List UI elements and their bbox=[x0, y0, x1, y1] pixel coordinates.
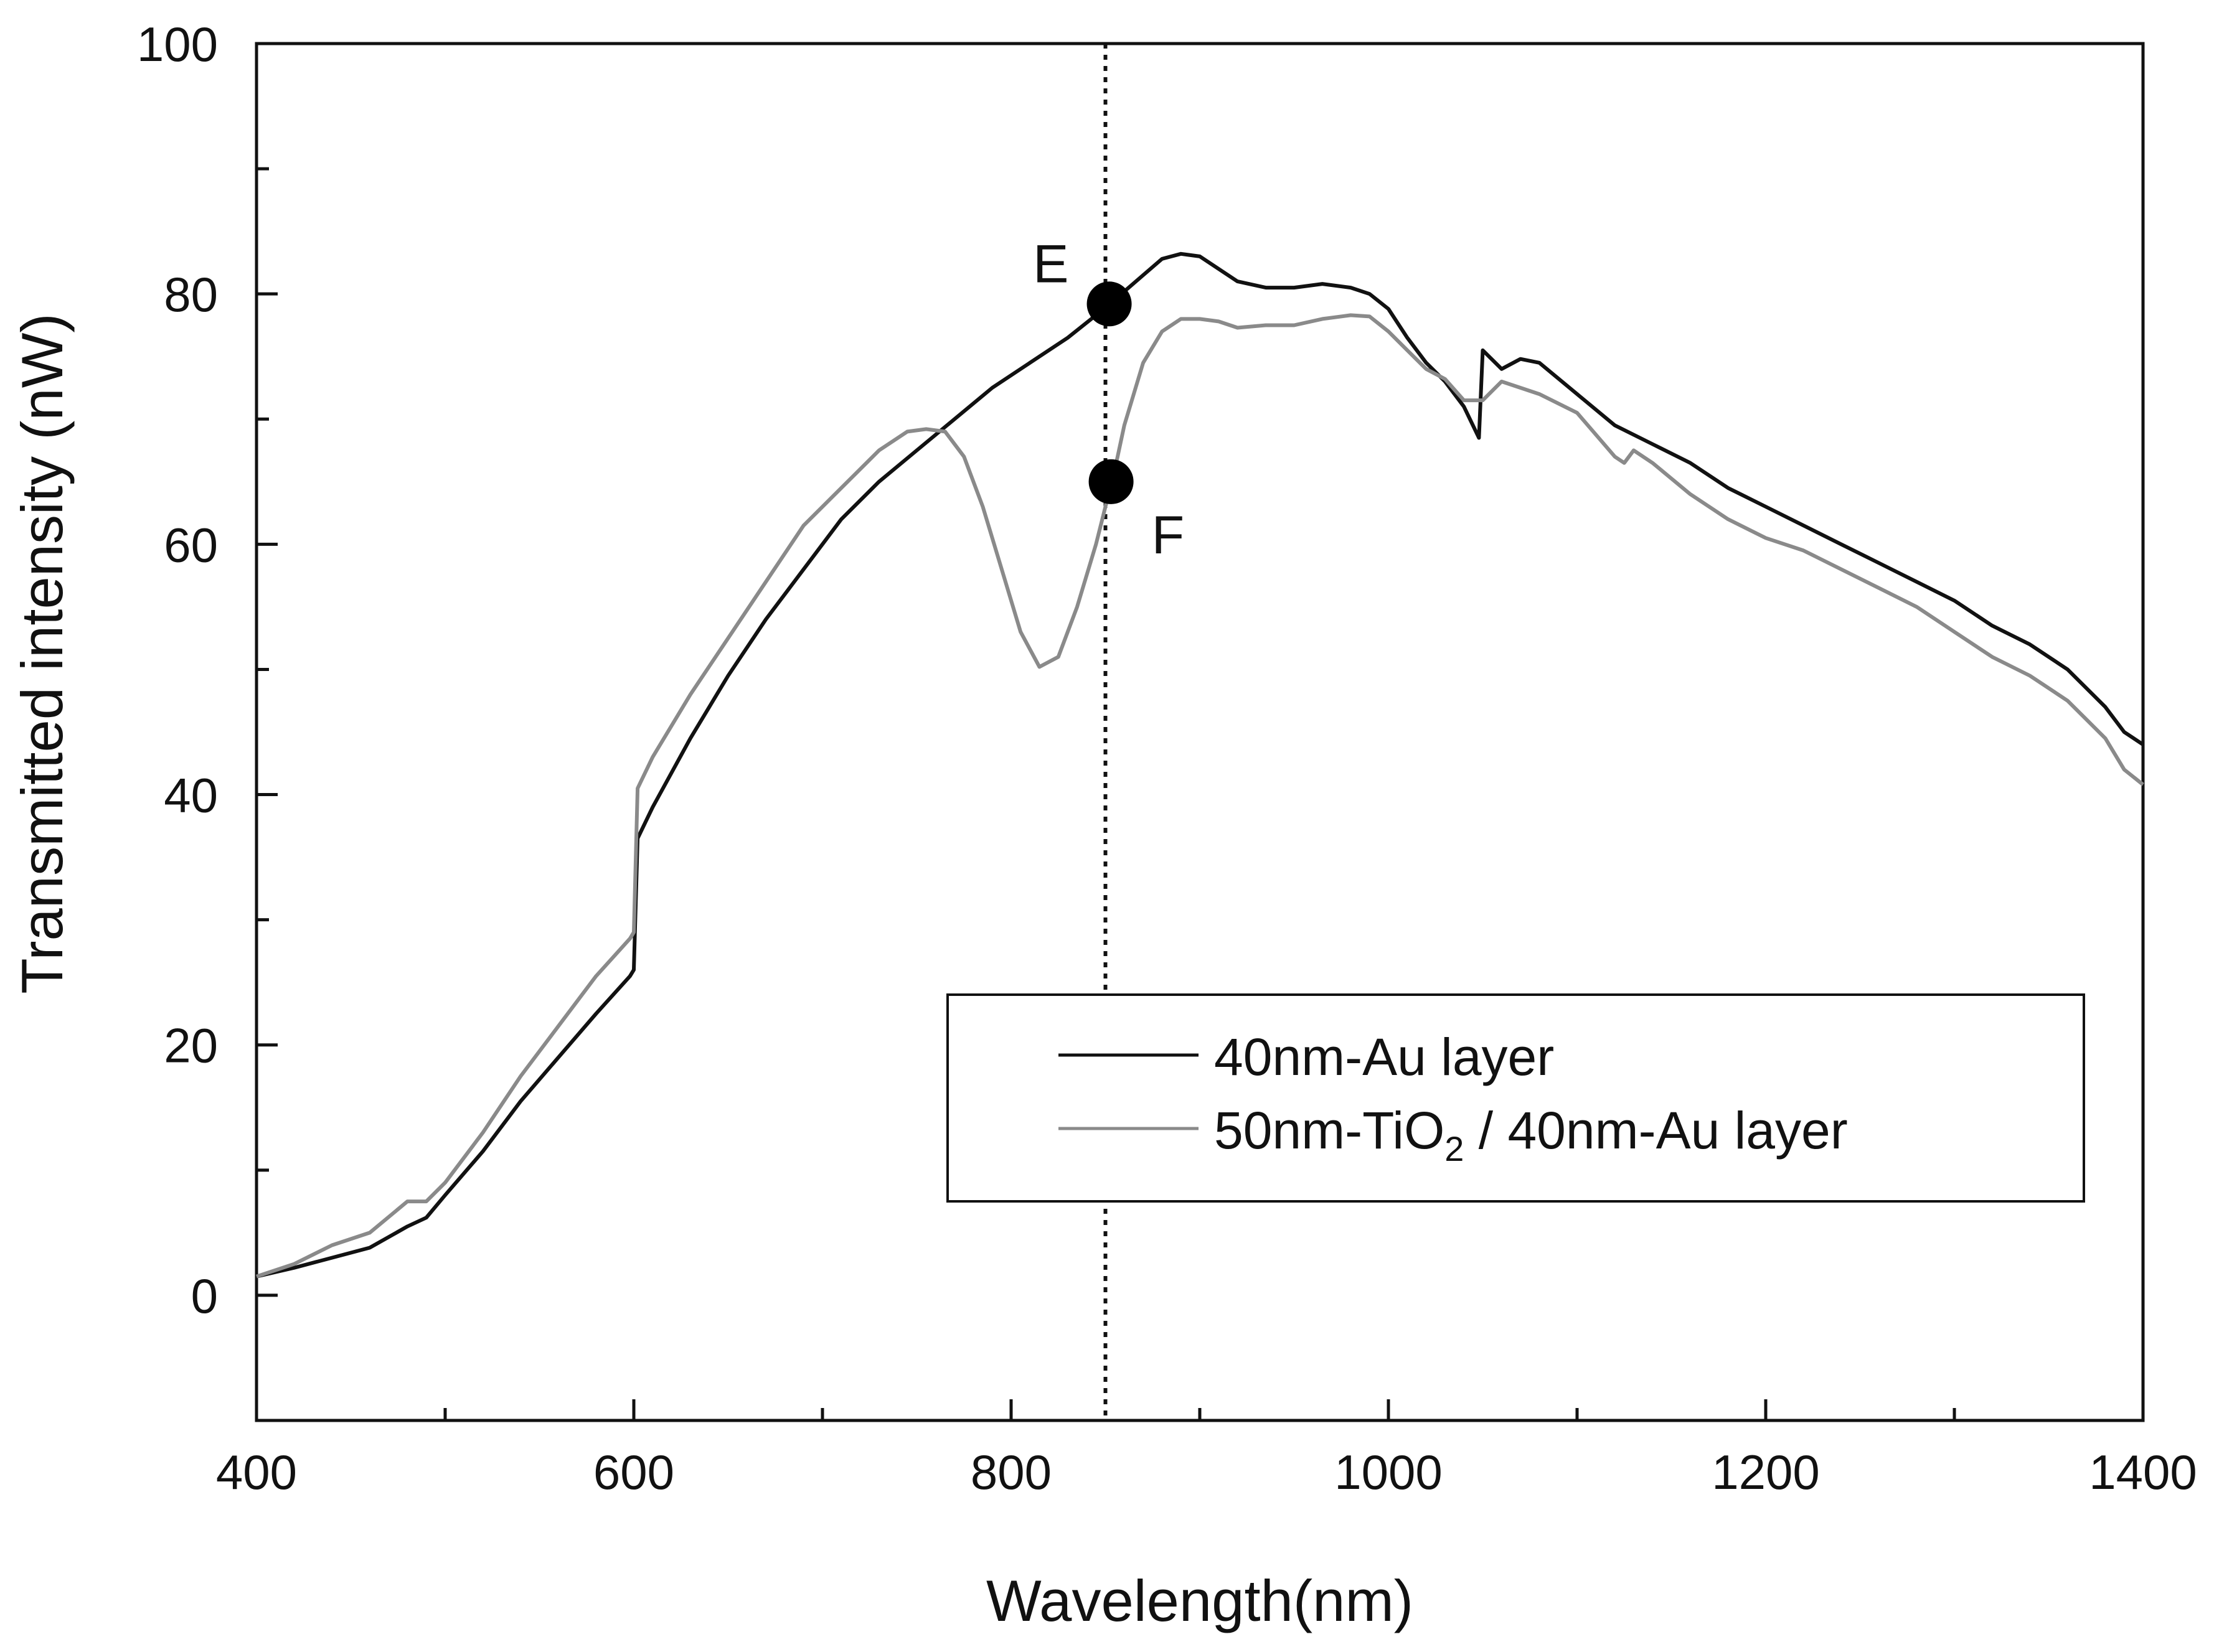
annotation-group: EF bbox=[1033, 234, 1184, 565]
series-line-1 bbox=[256, 251, 2144, 1279]
y-tick-label: 20 bbox=[164, 1018, 218, 1073]
y-tick-label: 60 bbox=[164, 517, 218, 572]
legend-label-tio2-au: 50nm-TiO2 / 40nm-Au layer bbox=[1214, 1101, 1848, 1168]
legend-label-tio2-subscript: 2 bbox=[1444, 1129, 1464, 1168]
annotation-label-e: E bbox=[1033, 234, 1068, 294]
series-group bbox=[256, 251, 2144, 1279]
x-tick-label: 400 bbox=[216, 1445, 297, 1499]
plot-frame bbox=[255, 42, 2145, 1422]
x-tick-label: 1000 bbox=[1334, 1445, 1443, 1499]
y-axis-label: Transmitted intensity (nW) bbox=[9, 313, 75, 993]
y-tick-label: 80 bbox=[164, 267, 218, 322]
legend: 40nm-Au layer 50nm-TiO2 / 40nm-Au layer bbox=[946, 993, 2085, 1203]
y-tick-label: 100 bbox=[137, 17, 218, 72]
x-tick-label: 600 bbox=[593, 1445, 674, 1499]
x-tick-label: 800 bbox=[971, 1445, 1052, 1499]
x-tick-label: 1400 bbox=[2089, 1445, 2197, 1499]
axis-ticks bbox=[255, 42, 2145, 1422]
x-axis-label: Wavelength(nm) bbox=[986, 1568, 1413, 1633]
legend-label-tio2-main: 50nm-TiO bbox=[1214, 1101, 1444, 1160]
legend-box bbox=[946, 993, 2085, 1203]
legend-label-tio2-suffix: / 40nm-Au layer bbox=[1464, 1101, 1847, 1160]
y-tick-label: 0 bbox=[191, 1269, 218, 1323]
y-tick-label: 40 bbox=[164, 768, 218, 823]
x-tick-label: 1200 bbox=[1712, 1445, 1820, 1499]
series-line-2 bbox=[256, 313, 2144, 1279]
axis-tick-labels: 400 600 800 1000 1200 1400 0 20 40 60 80 100 bbox=[137, 17, 2197, 1499]
annotation-label-f: F bbox=[1152, 505, 1185, 565]
annotation-marker-e bbox=[1086, 281, 1132, 327]
annotation-marker-f bbox=[1088, 459, 1134, 504]
legend-label-40nm-au: 40nm-Au layer bbox=[1214, 1028, 1554, 1086]
